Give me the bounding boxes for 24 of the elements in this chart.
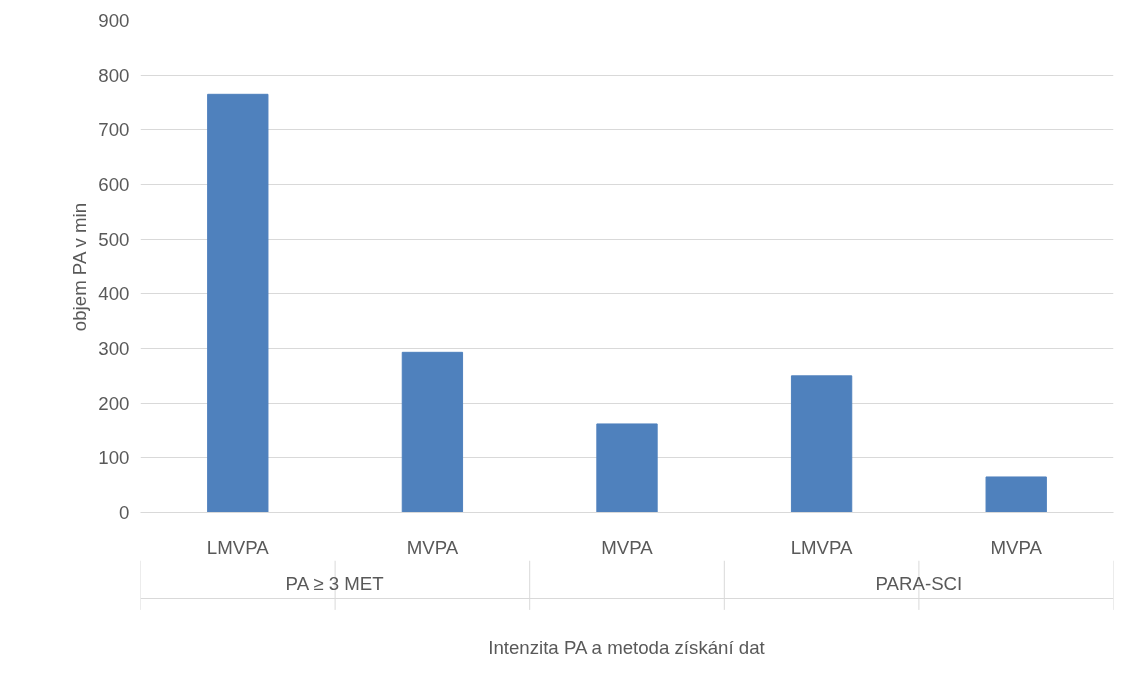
y-tick-label: 500 — [98, 228, 130, 250]
text: PARA-SCI — [875, 572, 963, 594]
y-tick-label: 700 — [98, 119, 130, 141]
x-tick-label: MVPA — [601, 536, 654, 558]
y-tick-label: 400 — [98, 283, 130, 305]
x-tick-label: MVPA — [406, 536, 459, 558]
y-tick-label: 100 — [98, 447, 130, 469]
x-tick-label: MVPA — [990, 536, 1043, 558]
y-tick-label: 900 — [98, 10, 130, 31]
y-tick-label: 0 — [119, 502, 130, 523]
y-tick-label: 600 — [98, 174, 130, 195]
bar — [207, 93, 269, 513]
bar — [596, 423, 658, 513]
y-axis-title: objem PA v min — [69, 202, 91, 332]
x-tick-label: LMVPA — [790, 536, 854, 558]
x-tick-label: LMVPA — [206, 536, 270, 558]
x-axis-title: Intenzita PA a metoda získání dat — [488, 636, 766, 658]
bar — [790, 375, 853, 513]
bar — [985, 476, 1047, 513]
bar — [401, 351, 464, 513]
text: PA ≥ 3 MET — [285, 572, 384, 594]
y-tick-label: 300 — [98, 338, 130, 359]
y-tick-label: 200 — [98, 392, 130, 414]
y-tick-label: 800 — [98, 64, 130, 86]
